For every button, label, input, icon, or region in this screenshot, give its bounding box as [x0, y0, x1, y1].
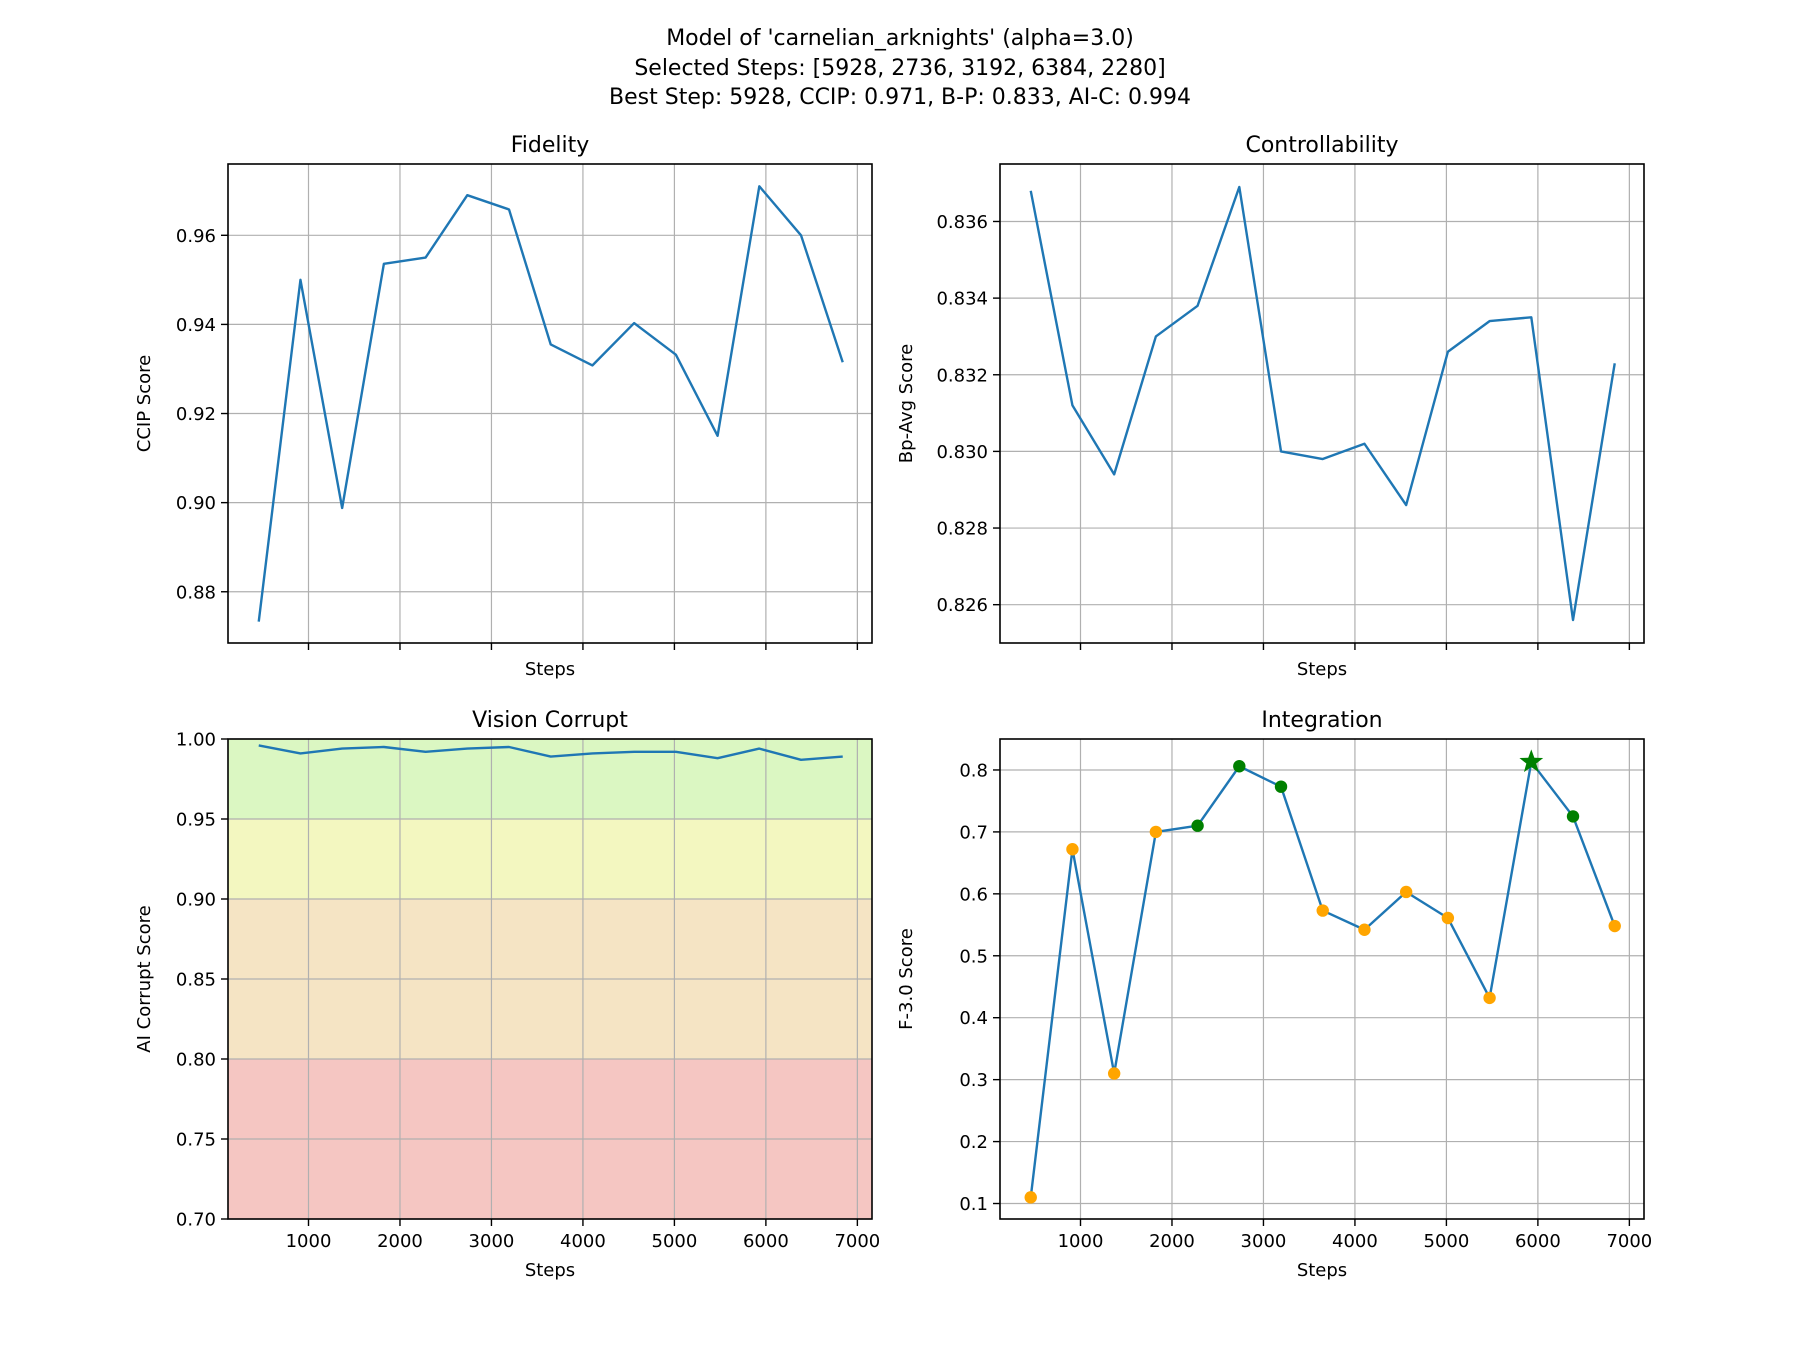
controllability-series-line-0 — [1029, 185, 1616, 622]
vision-corrupt-band-2 — [228, 819, 872, 899]
integration-y-tick-label-7: 0.8 — [959, 760, 988, 781]
integration-point-1368 — [1107, 1067, 1121, 1080]
vision-corrupt-x-tick-label-5000: 5000 — [652, 1231, 698, 1252]
vision-corrupt-band-3 — [228, 739, 872, 819]
integration-selected-point-3192 — [1274, 780, 1288, 793]
fidelity-series-line-0 — [257, 185, 844, 622]
integration-x-tick-label-5000: 5000 — [1424, 1231, 1470, 1252]
subplots: 0.88 0.90 0.92 0.94 0.96 Fidelity Steps CCIP Sc… — [134, 133, 1652, 1281]
vision-corrupt-y-tick-label-1: 0.75 — [176, 1130, 216, 1151]
fidelity-y-tick-label-1: 0.90 — [176, 493, 216, 514]
integration-point-1824 — [1149, 825, 1163, 839]
controllability-subplot: 0.826 0.828 0.830 0.832 0.834 0.836 Controllab… — [896, 133, 1645, 680]
controllability-axes-frame — [999, 163, 1645, 644]
integration-y-tick-label-2: 0.3 — [959, 1070, 988, 1091]
vision-corrupt-x-tick-label-7000: 7000 — [834, 1231, 880, 1252]
integration-axes-frame — [999, 738, 1645, 1220]
fidelity-subplot: 0.88 0.90 0.92 0.94 0.96 Fidelity Steps CCIP Sc… — [134, 133, 873, 680]
integration-point-5472 — [1483, 991, 1496, 1005]
vision-corrupt-series-line-0 — [258, 744, 843, 761]
vision-corrupt-x-tick-label-6000: 6000 — [743, 1231, 789, 1252]
figure-title: Model of 'carnelian_arknights' (alpha=3.… — [609, 26, 1191, 110]
figure-title-line-3: Best Step: 5928, CCIP: 0.971, B-P: 0.833… — [609, 85, 1191, 110]
vision-corrupt-y-tick-label-6: 1.00 — [176, 730, 216, 751]
vision-corrupt-y-tick-label-2: 0.80 — [176, 1050, 216, 1071]
vision-corrupt-y-tick-label-3: 0.85 — [176, 970, 216, 991]
integration-point-3648 — [1316, 904, 1329, 917]
controllability-x-axis-label: Steps — [1297, 659, 1347, 680]
fidelity-axes-frame — [227, 163, 873, 644]
vision-corrupt-y-axis-label: AI Corrupt Score — [134, 905, 155, 1052]
vision-corrupt-x-tick-label-4000: 4000 — [560, 1231, 606, 1252]
controllability-y-tick-label-5: 0.836 — [936, 212, 988, 233]
fidelity-x-axis-label: Steps — [525, 659, 575, 680]
integration-y-tick-label-4: 0.5 — [959, 946, 988, 967]
vision-corrupt-x-axis-label: Steps — [525, 1260, 575, 1281]
controllability-y-tick-label-0: 0.826 — [936, 595, 988, 616]
fidelity-y-tick-label-3: 0.94 — [176, 315, 216, 336]
vision-corrupt-x-tick-label-1000: 1000 — [286, 1231, 332, 1252]
fidelity-y-tick-label-2: 0.92 — [176, 404, 216, 425]
vision-corrupt-y-tick-label-4: 0.90 — [176, 890, 216, 911]
integration-x-tick-label-3000: 3000 — [1241, 1231, 1287, 1252]
integration-selected-point-2736 — [1233, 760, 1246, 773]
vision-corrupt-title: Vision Corrupt — [472, 708, 628, 733]
controllability-y-tick-label-4: 0.834 — [936, 289, 988, 310]
integration-y-tick-label-5: 0.6 — [959, 884, 988, 905]
integration-title: Integration — [1261, 708, 1382, 733]
integration-point-912 — [1066, 843, 1079, 856]
controllability-y-tick-label-2: 0.830 — [936, 442, 988, 463]
fidelity-y-tick-label-4: 0.96 — [176, 226, 216, 247]
integration-y-tick-label-0: 0.1 — [959, 1194, 988, 1215]
integration-x-tick-label-4000: 4000 — [1332, 1231, 1378, 1252]
controllability-y-tick-label-3: 0.832 — [936, 365, 988, 386]
integration-best-star-point — [1519, 749, 1544, 773]
integration-point-456 — [1024, 1191, 1037, 1204]
integration-x-tick-label-1000: 1000 — [1058, 1231, 1104, 1252]
vision-corrupt-x-tick-label-3000: 3000 — [469, 1231, 515, 1252]
integration-point-6840 — [1608, 919, 1621, 933]
integration-y-tick-label-3: 0.4 — [959, 1008, 988, 1029]
integration-point-4104 — [1358, 923, 1371, 936]
fidelity-title: Fidelity — [511, 133, 590, 158]
integration-selected-point-6384 — [1566, 810, 1580, 823]
fidelity-y-axis-label: CCIP Score — [134, 355, 155, 452]
integration-y-tick-label-6: 0.7 — [959, 822, 988, 843]
integration-y-axis-label: F-3.0 Score — [896, 928, 917, 1030]
vision-corrupt-y-tick-label-5: 0.95 — [176, 810, 216, 831]
vision-corrupt-subplot: 1000 2000 3000 4000 5000 6000 7000 0.70 0.75 0.80… — [134, 708, 880, 1281]
integration-selected-point-2280 — [1191, 819, 1204, 832]
vision-corrupt-y-tick-label-0: 0.70 — [176, 1210, 216, 1231]
fidelity-y-tick-label-0: 0.88 — [176, 582, 216, 603]
integration-point-4560 — [1399, 885, 1413, 899]
integration-series-line-0 — [1029, 760, 1616, 1198]
controllability-title: Controllability — [1245, 133, 1398, 158]
integration-x-tick-label-2000: 2000 — [1149, 1231, 1195, 1252]
integration-x-tick-label-7000: 7000 — [1606, 1231, 1652, 1252]
integration-x-axis-label: Steps — [1297, 1260, 1347, 1281]
integration-y-tick-label-1: 0.2 — [959, 1132, 988, 1153]
integration-x-tick-label-6000: 6000 — [1515, 1231, 1561, 1252]
controllability-y-tick-label-1: 0.828 — [936, 519, 988, 540]
figure-title-line-2: Selected Steps: [5928, 2736, 3192, 6384,… — [634, 56, 1165, 81]
integration-subplot: 1000 2000 3000 4000 5000 6000 7000 0.1 0.2 0.3 0.4… — [896, 708, 1652, 1281]
controllability-y-axis-label: Bp-Avg Score — [896, 344, 917, 463]
figure-title-line-1: Model of 'carnelian_arknights' (alpha=3.… — [666, 26, 1134, 51]
integration-point-5016 — [1441, 911, 1455, 925]
vision-corrupt-x-tick-label-2000: 2000 — [377, 1231, 423, 1252]
